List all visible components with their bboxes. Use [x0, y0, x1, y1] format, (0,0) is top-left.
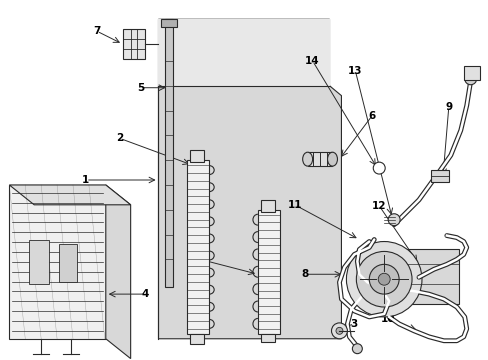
- Text: 1: 1: [82, 175, 89, 185]
- Circle shape: [356, 251, 411, 307]
- Bar: [430, 170, 448, 182]
- Polygon shape: [158, 19, 341, 339]
- Polygon shape: [105, 185, 130, 359]
- Text: 11: 11: [287, 200, 302, 210]
- Bar: [463, 66, 479, 80]
- Text: 12: 12: [371, 201, 386, 211]
- Circle shape: [387, 214, 399, 226]
- Text: 6: 6: [368, 111, 375, 121]
- Text: 3: 3: [350, 319, 357, 329]
- Circle shape: [372, 162, 385, 174]
- Polygon shape: [9, 185, 130, 205]
- Bar: [158, 19, 329, 86]
- Text: 2: 2: [196, 255, 203, 264]
- Bar: [29, 239, 49, 284]
- Circle shape: [377, 273, 389, 285]
- Ellipse shape: [327, 152, 337, 166]
- Text: 9: 9: [445, 102, 451, 112]
- Text: 4: 4: [142, 289, 149, 299]
- Text: 14: 14: [305, 56, 319, 66]
- Bar: [122, 29, 144, 59]
- Bar: [9, 185, 105, 339]
- Text: 10: 10: [380, 314, 395, 324]
- Text: 7: 7: [93, 26, 101, 36]
- Text: 5: 5: [137, 83, 144, 93]
- Bar: [307, 152, 332, 166]
- Bar: [257, 210, 279, 334]
- Bar: [187, 160, 209, 334]
- Circle shape: [352, 344, 362, 354]
- Circle shape: [331, 323, 346, 339]
- Circle shape: [346, 242, 421, 317]
- Circle shape: [368, 264, 398, 294]
- Bar: [165, 19, 173, 287]
- Bar: [190, 150, 204, 162]
- Text: 2: 2: [116, 133, 123, 143]
- Bar: [190, 334, 204, 344]
- Bar: [161, 19, 177, 27]
- Circle shape: [335, 327, 342, 334]
- Bar: [261, 200, 274, 212]
- Text: 8: 8: [301, 269, 307, 279]
- Text: 13: 13: [347, 66, 362, 76]
- Bar: [261, 334, 274, 342]
- Bar: [393, 249, 458, 304]
- Circle shape: [464, 73, 476, 85]
- Bar: [59, 244, 77, 282]
- Ellipse shape: [302, 152, 312, 166]
